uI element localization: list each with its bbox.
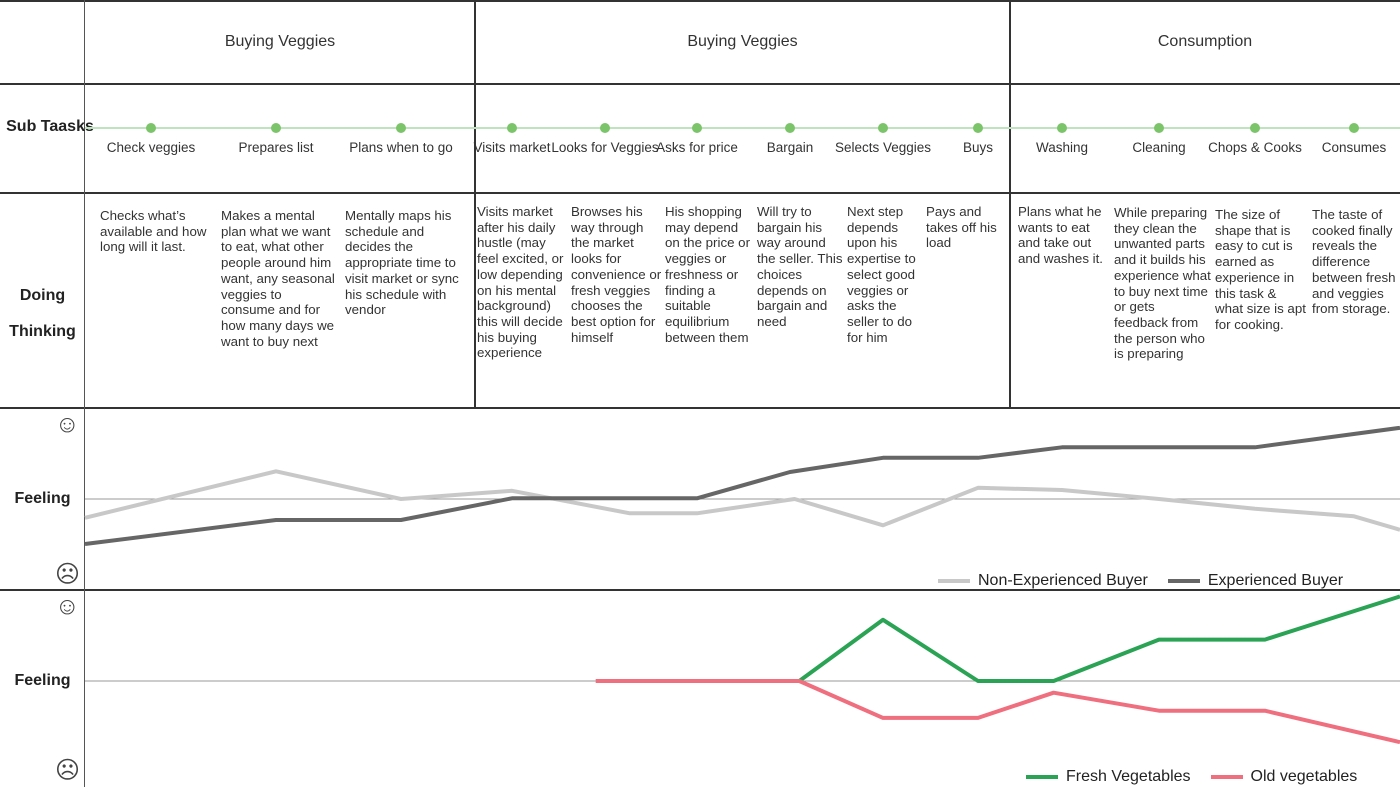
timeline-line <box>85 127 1400 129</box>
thinking-text: Browses his way through the market looks… <box>571 204 662 345</box>
happy-face-icon: ☺ <box>55 593 80 620</box>
legend-label: Fresh Vegetables <box>1066 768 1191 785</box>
subtask-label: Bargain <box>766 140 814 155</box>
divider <box>0 0 1400 2</box>
legend: Non-Experienced Buyer Experienced Buyer <box>938 572 1343 590</box>
timeline-dot <box>878 123 888 133</box>
thinking-text: Makes a mental plan what we want to eat,… <box>221 208 335 349</box>
timeline-dot <box>271 123 281 133</box>
row-label-feeling: Feeling <box>14 490 71 507</box>
thinking-text: Next step depends upon his expertise to … <box>847 204 916 345</box>
row-label-subtasks: Sub Taasks <box>6 118 94 135</box>
subtask-label: Chops & Cooks <box>1208 140 1302 155</box>
subtask-label: Buys <box>962 140 993 155</box>
phase-header: Buying Veggies <box>687 33 798 50</box>
legend-swatch <box>1026 775 1058 779</box>
divider <box>0 589 1400 591</box>
timeline-dot <box>692 123 702 133</box>
divider <box>474 0 476 408</box>
row-label-thinking: Thinking <box>9 323 76 340</box>
thinking-text: While preparing they clean the unwanted … <box>1114 205 1211 362</box>
legend-label: Non-Experienced Buyer <box>978 572 1148 589</box>
thinking-text: His shopping may depend on the price or … <box>665 204 751 345</box>
timeline-dot <box>146 123 156 133</box>
thinking-text: The size of shape that is easy to cut is… <box>1215 207 1306 332</box>
phase-header: Buying Veggies <box>224 33 336 50</box>
sad-face-icon: ☹ <box>55 561 81 588</box>
row-label-feeling: Feeling <box>14 672 71 689</box>
subtask-label: Prepares list <box>238 140 314 155</box>
timeline-dot <box>507 123 517 133</box>
timeline-dot <box>1250 123 1260 133</box>
thinking-text: Checks what’s available and how long wil… <box>100 208 207 255</box>
divider <box>84 0 85 787</box>
timeline-dot <box>785 123 795 133</box>
legend-label: Experienced Buyer <box>1207 572 1344 589</box>
thinking-text: Visits market after his daily hustle (ma… <box>477 204 564 361</box>
legend-swatch <box>1210 775 1243 779</box>
sad-face-icon: ☹ <box>55 757 81 784</box>
row-label-doing: Doing <box>19 287 66 304</box>
subtask-label: Check veggies <box>106 140 196 155</box>
divider <box>0 83 1400 85</box>
thinking-text: The taste of cooked finally reveals the … <box>1312 207 1396 317</box>
subtask-label: Consumes <box>1321 140 1387 155</box>
timeline-dot <box>600 123 610 133</box>
thinking-text: Will try to bargain his way around the s… <box>757 204 843 329</box>
subtask-label: Looks for Veggies <box>551 140 659 155</box>
timeline-dot <box>396 123 406 133</box>
thinking-text: Plans what he wants to eat and take out … <box>1018 204 1104 267</box>
subtask-label: Cleaning <box>1132 140 1186 155</box>
divider <box>0 407 1400 409</box>
subtask-label: Asks for price <box>656 140 738 155</box>
timeline-dot <box>973 123 983 133</box>
phase-header: Consumption <box>1157 33 1253 50</box>
series-line-old-vegetables <box>595 679 1400 745</box>
timeline-dot <box>1057 123 1067 133</box>
divider <box>0 192 1400 194</box>
thinking-text: Mentally maps his schedule and decides t… <box>345 208 459 318</box>
subtask-label: Plans when to go <box>349 140 453 155</box>
series-line-fresh-vegetables <box>798 594 1400 683</box>
legend-swatch <box>938 579 970 583</box>
timeline-dot <box>1349 123 1359 133</box>
happy-face-icon: ☺ <box>55 411 80 438</box>
thinking-text: Pays and takes off his load <box>926 204 997 251</box>
subtask-label: Washing <box>1035 140 1089 155</box>
series-line-non-experienced-buyer <box>84 469 1400 532</box>
divider <box>1009 0 1011 408</box>
legend-swatch <box>1167 579 1200 583</box>
subtask-label: Selects Veggies <box>834 140 932 155</box>
timeline-dot <box>1154 123 1164 133</box>
legend-label: Old vegetables <box>1250 768 1358 785</box>
legend: Fresh Vegetables Old vegetables <box>1026 768 1357 786</box>
subtask-label: Visits market <box>473 140 551 155</box>
series-line-experienced-buyer <box>84 425 1400 546</box>
